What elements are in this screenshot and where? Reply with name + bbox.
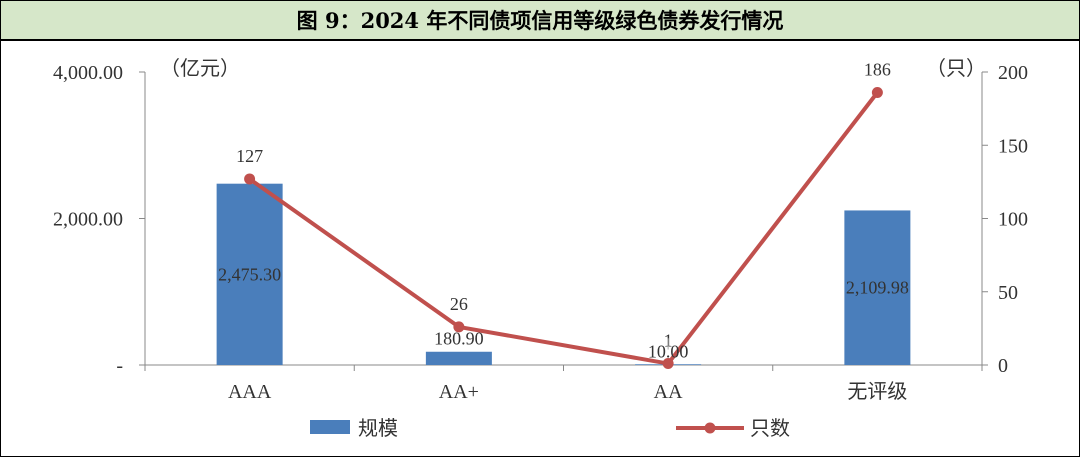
right-tick-label: 50 [998, 282, 1018, 304]
left-tick-label: - [116, 355, 123, 377]
bar [844, 210, 911, 365]
right-tick-label: 0 [998, 355, 1008, 377]
axes: - 2,000.00 4,000.00 0 50 100 150 200 AAA AA+ AA 无评级… [53, 56, 1028, 403]
line-path [248, 91, 879, 366]
legend-line-label: 只数 [750, 416, 790, 440]
legend-bar-label: 规模 [358, 416, 398, 440]
line-data-label: 127 [236, 146, 263, 166]
right-axis-unit: （只） [926, 56, 986, 80]
right-tick-label: 100 [998, 209, 1028, 231]
bar-series [216, 183, 911, 365]
chart-title: 图 9：2024 年不同债项信用等级绿色债券发行情况 [1, 1, 1079, 41]
line-point [244, 173, 256, 185]
bar-data-label: 2,475.30 [218, 264, 281, 284]
bar [425, 351, 492, 365]
legend: 规模 只数 [310, 416, 790, 440]
line-point [662, 358, 674, 370]
x-category-label: AA+ [439, 381, 479, 403]
bar [216, 183, 283, 365]
x-category-label: AA [654, 381, 683, 403]
right-tick-label: 150 [998, 135, 1028, 157]
legend-bar-swatch [310, 420, 350, 434]
legend-line-marker [704, 422, 716, 434]
line-data-label: 186 [864, 60, 891, 80]
line-data-label: 26 [450, 294, 468, 314]
line-point [453, 321, 465, 333]
bar-data-label: 180.90 [434, 329, 484, 349]
left-axis-unit: （亿元） [160, 56, 240, 80]
right-tick-label: 200 [998, 62, 1028, 84]
x-category-label: AAA [228, 381, 272, 403]
left-tick-label: 4,000.00 [53, 62, 123, 84]
left-tick-label: 2,000.00 [53, 209, 123, 231]
bar-data-label: 10.00 [648, 341, 689, 361]
bar-data-label: 2,109.98 [846, 278, 909, 298]
line-series [244, 87, 883, 370]
line-point [871, 87, 883, 99]
x-category-label: 无评级 [847, 380, 907, 403]
